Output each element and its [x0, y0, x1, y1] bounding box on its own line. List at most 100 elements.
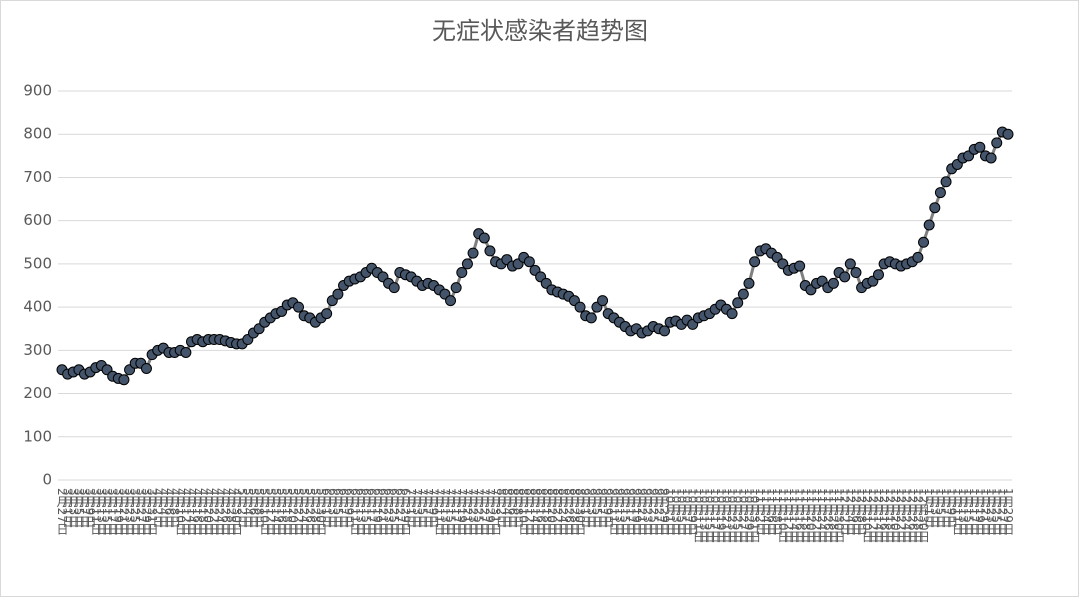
- x-tick-label: 11月10日: [776, 488, 790, 543]
- x-tick-label: 8月30日: [573, 488, 587, 535]
- x-tick-label: 5月10日: [258, 488, 272, 535]
- x-tick-label: 11月6日: [765, 488, 779, 535]
- x-tick-label: 10月9日: [686, 488, 700, 535]
- x-tick-label: 3月1日: [61, 488, 75, 527]
- x-tick-label: 5月12日: [263, 488, 277, 535]
- x-tick-label: 7月17日: [449, 488, 463, 535]
- data-point: [1002, 128, 1014, 140]
- x-tick-label: 12月16日: [877, 488, 891, 543]
- data-point: [850, 267, 862, 279]
- x-tick-label: 3月11日: [89, 488, 103, 535]
- data-point: [749, 256, 761, 268]
- data-point: [332, 288, 344, 300]
- x-tick-label: 1月11日: [950, 488, 964, 535]
- x-tick-label: 8月4日: [500, 488, 514, 527]
- x-tick-label: 11月24日: [815, 488, 829, 543]
- x-tick-label: 8月12日: [522, 488, 536, 535]
- data-point: [597, 295, 609, 307]
- x-tick-label: 9月17日: [624, 488, 638, 535]
- x-tick-label: 1月21日: [978, 488, 992, 535]
- x-tick-label: 1月13日: [956, 488, 970, 535]
- x-tick-label: 10月15日: [703, 488, 717, 543]
- x-tick-label: 10月21日: [719, 488, 733, 543]
- data-point: [445, 295, 457, 307]
- x-tick-label: 8月18日: [539, 488, 553, 535]
- x-tick-label: 2月27日: [55, 488, 69, 535]
- x-tick-label: 5月8日: [252, 488, 266, 527]
- x-tick-label: 5月16日: [275, 488, 289, 535]
- x-tick-label: 8月6日: [505, 488, 519, 527]
- data-point: [839, 271, 851, 283]
- x-tick-label: 7月11日: [432, 488, 446, 535]
- data-point: [450, 282, 462, 294]
- x-tick-label: 8月14日: [528, 488, 542, 535]
- data-point: [478, 232, 490, 244]
- x-tick-label: 12月6日: [849, 488, 863, 535]
- y-tick-label: 200: [23, 384, 52, 402]
- data-point: [388, 282, 400, 294]
- x-tick-label: 12月10日: [860, 488, 874, 543]
- x-tick-label: 4月26日: [218, 488, 232, 535]
- x-tick-label: 12月26日: [905, 488, 919, 543]
- x-tick-label: 4月6日: [162, 488, 176, 527]
- x-tick-label: 6月23日: [382, 488, 396, 535]
- x-tick-label: 8月2日: [494, 488, 508, 527]
- x-tick-label: 4月4日: [156, 488, 170, 527]
- x-tick-label: 4月20日: [201, 488, 215, 535]
- x-tick-label: 7月13日: [438, 488, 452, 535]
- x-tick-label: 6月9日: [342, 488, 356, 527]
- x-tick-label: 12月20日: [888, 488, 902, 543]
- x-tick-label: 1月29日: [1001, 488, 1015, 535]
- x-tick-label: 10月7日: [680, 488, 694, 535]
- x-tick-label: 4月12日: [179, 488, 193, 535]
- data-point: [844, 258, 856, 270]
- x-tick-label: 1月7日: [939, 488, 953, 527]
- x-tick-label: 4月28日: [224, 488, 238, 535]
- x-tick-label: 3月7日: [78, 488, 92, 527]
- data-point: [585, 312, 597, 324]
- data-point: [461, 258, 473, 270]
- data-point: [118, 374, 130, 386]
- x-tick-label: 6月1日: [320, 488, 334, 527]
- data-point: [940, 176, 952, 188]
- data-point: [140, 362, 152, 374]
- x-tick-label: 10月19日: [714, 488, 728, 543]
- data-point: [321, 308, 333, 320]
- x-tick-label: 11月4日: [759, 488, 773, 535]
- x-tick-label: 3月5日: [72, 488, 86, 527]
- x-tick-label: 5月20日: [286, 488, 300, 535]
- x-tick-label: 10月1日: [663, 488, 677, 535]
- y-tick-label: 300: [23, 341, 52, 359]
- x-tick-label: 7月31日: [489, 488, 503, 535]
- x-tick-label: 6月27日: [393, 488, 407, 535]
- x-tick-label: 8月10日: [517, 488, 531, 535]
- x-tick-label: 1月23日: [984, 488, 998, 535]
- x-tick-label: 4月18日: [196, 488, 210, 535]
- x-tick-label: 10月3日: [669, 488, 683, 535]
- y-tick-label: 700: [23, 168, 52, 186]
- x-tick-label: 1月19日: [973, 488, 987, 535]
- x-tick-label: 4月2日: [151, 488, 165, 527]
- x-tick-label: 11月22日: [810, 488, 824, 543]
- x-tick-label: 3月27日: [134, 488, 148, 535]
- x-tick-label: 8月16日: [534, 488, 548, 535]
- x-tick-label: 11月12日: [781, 488, 795, 543]
- x-tick-label: 9月5日: [590, 488, 604, 527]
- x-tick-label: 11月14日: [787, 488, 801, 543]
- x-tick-label: 9月27日: [652, 488, 666, 535]
- x-tick-label: 3月19日: [111, 488, 125, 535]
- x-tick-label: 12月14日: [871, 488, 885, 543]
- x-tick-label: 6月25日: [387, 488, 401, 535]
- y-tick-label: 900: [23, 82, 52, 100]
- x-tick-label: 6月15日: [359, 488, 373, 535]
- x-tick-label: 3月31日: [145, 488, 159, 535]
- x-tick-label: 4月30日: [230, 488, 244, 535]
- x-tick-label: 8月22日: [551, 488, 565, 535]
- x-tick-label: 7月3日: [410, 488, 424, 527]
- x-tick-label: 12月22日: [894, 488, 908, 543]
- data-point: [523, 256, 535, 268]
- x-tick-label: 8月8日: [511, 488, 525, 527]
- x-tick-label: 3月29日: [139, 488, 153, 535]
- x-tick-label: 5月26日: [303, 488, 317, 535]
- x-tick-label: 5月30日: [314, 488, 328, 535]
